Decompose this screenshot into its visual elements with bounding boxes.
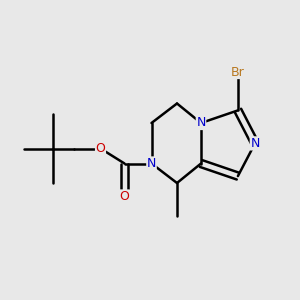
Text: Br: Br: [231, 65, 245, 79]
Text: N: N: [196, 116, 206, 130]
Text: N: N: [250, 137, 260, 150]
Text: N: N: [147, 157, 156, 170]
Text: O: O: [120, 190, 129, 203]
Text: O: O: [96, 142, 105, 155]
